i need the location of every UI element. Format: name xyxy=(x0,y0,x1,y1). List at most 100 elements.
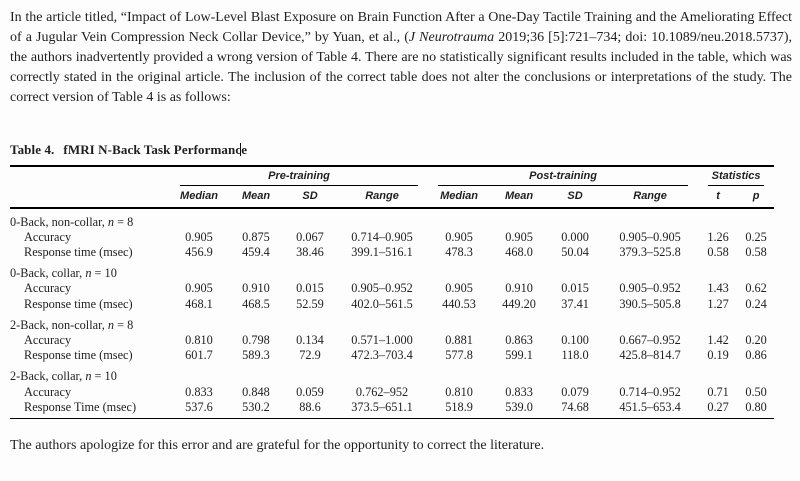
n-symbol: n xyxy=(85,369,92,384)
table-row-accuracy: Accuracy 0.905 0.910 0.015 0.905–0.952 0… xyxy=(10,281,774,296)
table-cell: 468.1 xyxy=(185,296,213,311)
column-group-label: Post-training xyxy=(438,170,689,186)
table-cell: 601.7 xyxy=(185,348,213,363)
table-cell: 52.59 xyxy=(296,296,324,311)
table-row-accuracy: Accuracy 0.833 0.848 0.059 0.762–952 0.8… xyxy=(10,385,774,400)
table-cell: 0.810 xyxy=(445,384,473,399)
table-row-response-time: Response Time (msec) 537.6 530.2 88.6 37… xyxy=(10,400,774,419)
table-cell: 0.863 xyxy=(505,332,533,347)
table-cell: 0.20 xyxy=(745,332,767,347)
row-label: Accuracy xyxy=(24,384,72,399)
row-label: Response time (msec) xyxy=(24,296,133,311)
group-label-text: 0-Back, non-collar, xyxy=(10,214,108,229)
table-cell: 0.62 xyxy=(745,281,767,296)
group-label-text: 2-Back, collar, xyxy=(10,369,86,384)
table-cell: 0.905 xyxy=(445,229,473,244)
table-cell: 0.100 xyxy=(561,332,589,347)
column-group-statistics: Statistics xyxy=(698,166,774,186)
column-group-pre-training: Pre-training xyxy=(170,166,428,186)
column-group-post-training: Post-training xyxy=(428,166,698,186)
table-cell: 456.9 xyxy=(185,244,213,259)
intro-paragraph: In the article titled, “Impact of Low-Le… xyxy=(10,8,792,108)
empty-corner-cell xyxy=(10,185,170,209)
column-header-row: Median Mean SD Range Median Mean SD Rang… xyxy=(10,185,775,209)
table-cell: 390.5–505.8 xyxy=(619,296,681,311)
closing-paragraph: The authors apologize for this error and… xyxy=(10,437,545,453)
column-group-label: Statistics xyxy=(708,170,765,186)
table-row-response-time: Response time (msec) 468.1 468.5 52.59 4… xyxy=(10,297,774,312)
n-value: = 10 xyxy=(91,369,117,384)
table-cell: 530.2 xyxy=(242,399,270,414)
table-cell: 37.41 xyxy=(561,296,589,311)
column-header-t: t xyxy=(698,185,739,209)
table-cell: 72.9 xyxy=(299,348,321,363)
table-cell: 0.810 xyxy=(185,332,213,347)
table-cell: 0.80 xyxy=(745,399,767,414)
group-label-row: 2-Back, non-collar, n = 8 xyxy=(10,312,774,333)
table-cell: 1.27 xyxy=(707,296,729,311)
table-cell: 38.46 xyxy=(296,244,324,259)
table-cell: 0.905–0.952 xyxy=(619,281,681,296)
table-cell: 399.1–516.1 xyxy=(351,244,413,259)
n-value: = 8 xyxy=(114,214,134,229)
table-cell: 425.8–814.7 xyxy=(619,348,681,363)
table-cell: 0.079 xyxy=(561,384,589,399)
table-row-accuracy: Accuracy 0.905 0.875 0.067 0.714–0.905 0… xyxy=(10,230,774,245)
table-cell: 0.667–0.952 xyxy=(619,332,681,347)
group-label-row: 0-Back, non-collar, n = 8 xyxy=(10,208,774,230)
group-label: 0-Back, collar, n = 10 xyxy=(10,260,774,281)
table-cell: 0.059 xyxy=(296,384,324,399)
column-header-p: p xyxy=(738,185,775,209)
table-cell: 0.19 xyxy=(707,348,729,363)
table-cell: 0.714–0.905 xyxy=(351,229,413,244)
n-symbol: n xyxy=(107,317,115,332)
intro-text-end: 2019;36 [5]:721–734; doi: 10.1089/neu.20… xyxy=(10,29,792,105)
text-cursor-icon xyxy=(240,142,242,156)
table-caption: fMRI N-Back Task Performance xyxy=(63,141,248,157)
table-cell: 0.134 xyxy=(296,332,324,347)
journal-name: J Neurotrauma xyxy=(408,29,495,45)
table-row-accuracy: Accuracy 0.810 0.798 0.134 0.571–1.000 0… xyxy=(10,333,774,348)
table-cell: 1.42 xyxy=(707,332,729,347)
fmri-nback-performance-table: Pre-training Post-training Statistics Me… xyxy=(10,164,775,419)
group-label: 0-Back, non-collar, n = 8 xyxy=(10,208,774,230)
table-cell: 539.0 xyxy=(505,399,533,414)
column-header-post-mean: Mean xyxy=(490,185,549,209)
table-cell: 0.905–0.905 xyxy=(619,229,681,244)
table-cell: 577.8 xyxy=(445,348,473,363)
group-label-text: 0-Back, collar, xyxy=(10,266,86,281)
table-cell: 0.86 xyxy=(745,348,767,363)
column-header-post-range: Range xyxy=(602,185,699,209)
table-cell: 0.24 xyxy=(745,296,767,311)
table-cell: 0.015 xyxy=(561,281,589,296)
table-row-response-time: Response time (msec) 601.7 589.3 72.9 47… xyxy=(10,348,774,363)
table-cell: 449.20 xyxy=(502,296,536,311)
table-cell: 50.04 xyxy=(561,244,589,259)
table-cell: 1.43 xyxy=(707,281,729,296)
table-cell: 379.3–525.8 xyxy=(619,244,681,259)
table-title: Table 4. fMRI N-Back Task Performance xyxy=(10,142,792,158)
column-group-header-row: Pre-training Post-training Statistics xyxy=(10,166,774,186)
row-label: Accuracy xyxy=(24,229,72,244)
table-cell: 0.71 xyxy=(707,384,729,399)
table-cell: 0.910 xyxy=(242,281,270,296)
table-cell: 459.4 xyxy=(242,244,270,259)
n-symbol: n xyxy=(85,266,92,281)
table-cell: 373.5–651.1 xyxy=(351,399,413,414)
table-cell: 0.881 xyxy=(445,332,473,347)
table-cell: 0.000 xyxy=(561,229,589,244)
table-cell: 0.067 xyxy=(296,229,324,244)
table-cell: 472.3–703.4 xyxy=(351,348,413,363)
table-cell: 0.58 xyxy=(707,244,729,259)
table-cell: 1.26 xyxy=(707,229,729,244)
table-number-label: Table 4. xyxy=(10,141,55,157)
table-cell: 0.25 xyxy=(745,229,767,244)
column-header-pre-range: Range xyxy=(336,185,429,209)
n-value: = 8 xyxy=(114,317,134,332)
table-cell: 88.6 xyxy=(299,399,321,414)
table-cell: 468.0 xyxy=(505,244,533,259)
column-header-post-sd: SD xyxy=(548,185,603,209)
table-cell: 0.798 xyxy=(242,332,270,347)
table-cell: 0.762–952 xyxy=(355,384,409,399)
table-cell: 537.6 xyxy=(185,399,213,414)
